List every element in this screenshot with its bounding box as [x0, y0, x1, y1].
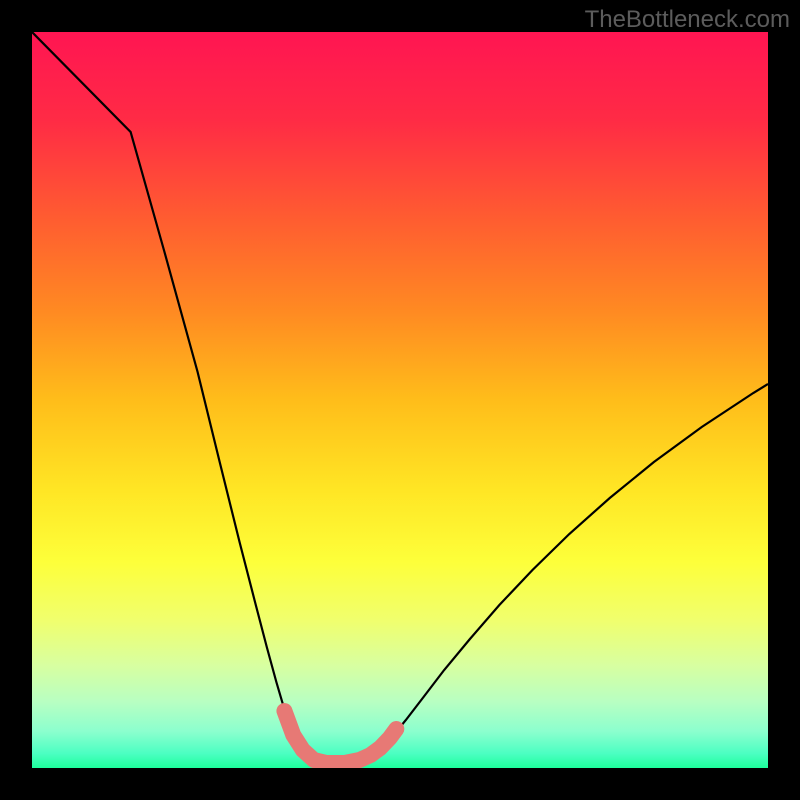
- plot-area: [32, 32, 768, 768]
- watermark-text: TheBottleneck.com: [585, 6, 790, 34]
- chart-frame: TheBottleneck.com: [0, 0, 800, 800]
- chart-svg: [32, 32, 768, 768]
- gradient-background: [32, 32, 768, 768]
